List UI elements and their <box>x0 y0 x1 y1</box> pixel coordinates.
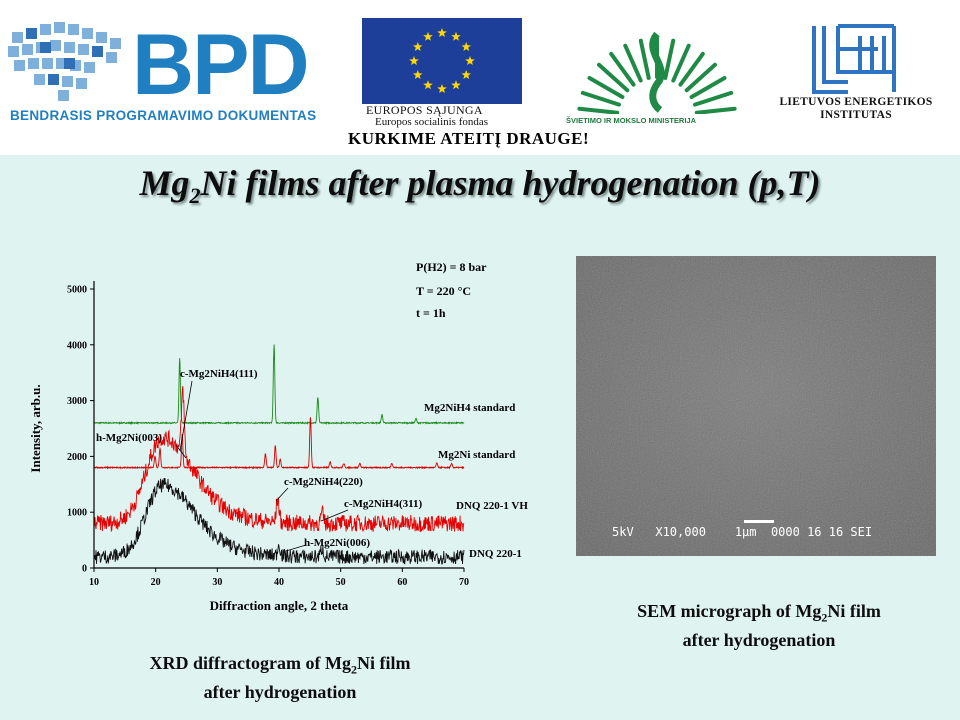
ministry-ray <box>609 51 636 87</box>
ministry-ray <box>678 51 705 87</box>
series-line <box>93 386 465 533</box>
bpd-logo: BPD BENDRASIS PROGRAMAVIMO DOKUMENTAS <box>4 14 340 126</box>
peak-annotation: h-Mg2Ni(006) <box>304 537 370 549</box>
xrd-caption-pre: XRD diffractogram of Mg <box>149 653 351 673</box>
series-line <box>93 477 465 565</box>
sem-caption-post: Ni film <box>827 601 881 621</box>
series-line <box>93 344 465 426</box>
series-label: DNQ 220-1 VH <box>456 500 528 512</box>
eu-star <box>423 80 433 90</box>
ministry-ray <box>689 76 727 99</box>
slide-title: Mg2Ni films after plasma hydrogenation (… <box>0 162 960 209</box>
condition-text: T = 220 °C <box>416 284 471 298</box>
peak-annotation: h-Mg2Ni(003) <box>96 432 162 444</box>
ministry-ray <box>587 76 625 99</box>
peak-annotation: c-Mg2NiH4(220) <box>284 476 363 488</box>
eu-star <box>413 42 423 51</box>
series-label: DNQ 220-1 <box>469 548 522 560</box>
sem-caption-line2: after hydrogenation <box>682 629 836 650</box>
xrd-caption-line2: after hydrogenation <box>203 681 357 702</box>
eu-star <box>437 84 447 93</box>
lei-label-line2: INSTITUTAS <box>820 109 892 121</box>
eu-stars-icon <box>409 28 475 93</box>
y-tick-label: 4000 <box>67 340 87 351</box>
y-tick-label: 2000 <box>67 452 87 463</box>
sem-scale-bar <box>744 520 774 523</box>
slogan: KURKIME ATEITĮ DRAUGE! <box>348 129 590 148</box>
condition-text: t = 1h <box>416 306 446 320</box>
bpd-logo-subtitle: BENDRASIS PROGRAMAVIMO DOKUMENTAS <box>10 108 317 123</box>
annotation-arrow <box>179 380 193 452</box>
peak-annotation: c-Mg2NiH4(311) <box>344 498 423 510</box>
xrd-caption-sub: 2 <box>350 662 357 677</box>
sem-image: 5kV X10,000 1µm 0000 16 16 SEI <box>576 256 936 556</box>
ministry-ray <box>623 43 643 83</box>
eu-star <box>409 56 419 65</box>
eu-star <box>461 70 471 79</box>
lei-logo <box>808 22 900 98</box>
ministry-ray <box>684 62 717 93</box>
xrd-caption: XRD diffractogram of Mg2Ni film after hy… <box>90 652 470 703</box>
eu-star <box>451 80 461 90</box>
eu-star <box>465 56 475 65</box>
title-post: Ni films after plasma hydrogenation (p,T… <box>200 163 821 203</box>
bpd-logo-text: BPD <box>132 17 310 113</box>
xrd-chart: 10 20 30 40 50 60 70 0 1000 2000 3000 4000 5000 Diffr… <box>28 260 528 613</box>
xrd-caption-post: Ni film <box>356 653 411 673</box>
ministry-ray <box>580 90 621 107</box>
ministry-ray <box>693 90 734 107</box>
peak-annotation: c-Mg2NiH4(111) <box>180 368 258 380</box>
sem-scale-text: 5kV X10,000 1µm 0000 16 16 SEI <box>612 525 872 539</box>
annotation-arrow <box>275 487 289 502</box>
y-tick-label: 0 <box>82 564 87 575</box>
eu-sublabel: Europos socialinis fondas <box>375 116 489 128</box>
sem-micrograph: 5kV X10,000 1µm 0000 16 16 SEI <box>576 256 936 556</box>
annotation-arrow <box>320 509 349 522</box>
eu-star <box>423 31 433 41</box>
series-line <box>93 417 465 470</box>
ministry-ray <box>694 106 737 115</box>
ministry-logo <box>572 22 742 115</box>
ministry-ray <box>671 43 691 83</box>
title-subscript: 2 <box>189 183 201 209</box>
y-tick-label: 5000 <box>67 285 87 296</box>
eu-star <box>437 28 447 37</box>
series-label: Mg2Ni standard <box>438 449 515 461</box>
sem-caption: SEM micrograph of Mg2Ni film after hydro… <box>576 600 942 651</box>
eu-flag <box>362 18 522 104</box>
x-tick-label: 20 <box>151 577 161 588</box>
sem-caption-sub: 2 <box>821 610 828 625</box>
title-pre: Mg <box>139 163 190 203</box>
eu-star <box>451 31 461 41</box>
eu-label: EUROPOS SĄJUNGA <box>366 103 483 117</box>
x-tick-label: 30 <box>212 577 222 588</box>
x-axis-label: Diffraction angle, 2 theta <box>210 598 349 613</box>
ministry-label: ŠVIETIMO IR MOKSLO MINISTERIJA <box>566 116 697 125</box>
y-axis-label: Intensity, arb.u. <box>28 384 43 472</box>
sem-caption-pre: SEM micrograph of Mg <box>637 601 822 621</box>
x-tick-label: 10 <box>89 577 99 588</box>
ministry-ray <box>597 62 630 93</box>
annotation-arrow <box>285 544 307 552</box>
ministry-emblem-icon <box>577 31 737 115</box>
x-tick-label: 60 <box>397 577 407 588</box>
eu-star <box>413 70 423 79</box>
ministry-ray <box>663 38 676 80</box>
lei-label-line1: LIETUVOS ENERGETIKOS <box>779 96 933 108</box>
y-tick-label: 1000 <box>67 508 87 519</box>
condition-text: P(H2) = 8 bar <box>416 260 487 274</box>
x-tick-label: 50 <box>336 577 346 588</box>
eu-star <box>461 42 471 51</box>
y-tick-label: 3000 <box>67 396 87 407</box>
series-label: Mg2NiH4 standard <box>424 402 515 414</box>
x-tick-label: 70 <box>459 577 469 588</box>
lei-label: LIETUVOS ENERGETIKOS INSTITUTAS <box>766 96 946 122</box>
annotation-arrow <box>175 444 187 459</box>
ministry-ray <box>577 106 620 115</box>
ministry-ray <box>638 38 651 80</box>
lei-emblem-icon <box>812 24 896 94</box>
lithuania-map-icon <box>8 22 121 101</box>
x-tick-label: 40 <box>274 577 284 588</box>
